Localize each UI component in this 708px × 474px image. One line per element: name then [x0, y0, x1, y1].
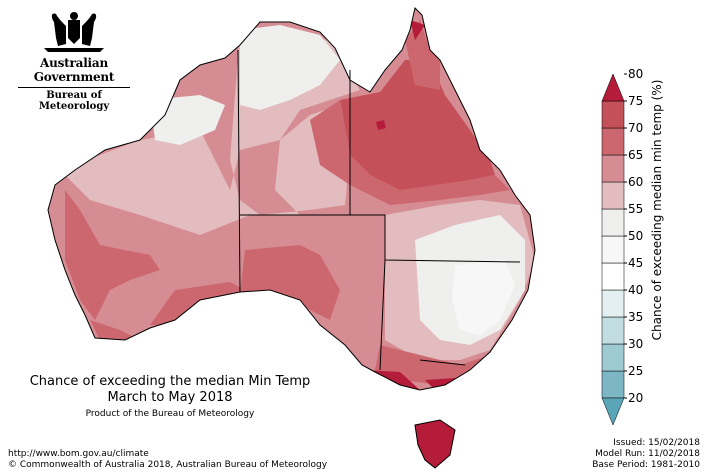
legend-tick-label: 50: [628, 229, 643, 243]
sa-border: [379, 259, 386, 371]
legend-tick-label: 70: [628, 121, 643, 135]
coastline: [47, 7, 536, 469]
map-period: March to May 2018: [107, 390, 233, 405]
legend-title: Chance of exceeding median min temp (%): [650, 79, 664, 341]
legend-tick-label: 75: [628, 94, 643, 108]
legend-tick-label: 30: [628, 337, 643, 351]
bureau-name: Bureau of Meteorology: [38, 90, 110, 112]
legend-bin-40-45: [601, 289, 625, 318]
legend-tick-label: 25: [628, 364, 643, 378]
footer-copyright: © Commonwealth of Australia 2018, Austra…: [8, 460, 328, 470]
legend-tick-label: 20: [628, 391, 643, 405]
logo-divider: [18, 87, 130, 88]
legend-bin-20-25: [601, 397, 625, 426]
zone-80-inland-qld: [376, 120, 386, 130]
zone-70-75-sw: [90, 320, 140, 340]
issued-date: Issued: 15/02/2018: [613, 438, 700, 448]
zone-70-75-wa: [65, 190, 160, 320]
zone-70-75-sa: [240, 245, 340, 320]
wa-border: [237, 49, 241, 293]
nsw-vic-border: [419, 359, 466, 366]
legend-tick-label: 65: [628, 148, 643, 162]
map-title: Chance of exceeding the median Min Temp: [29, 374, 311, 389]
legend-tick-label: 35: [628, 310, 643, 324]
legend-tick-label: 60: [628, 175, 643, 189]
legend-tick-label: 40: [628, 283, 643, 297]
legend-bin-70-75: [601, 127, 625, 156]
government-logo-block: Australian Government Bureau of Meteorol…: [10, 8, 138, 112]
legend-bin-35-40: [601, 316, 625, 345]
legend-colorbar: 80 75 70 65 60 55 50 45 40 35 30 25 20: [601, 67, 643, 426]
footer-left: http://www.bom.gov.au/climate © Commonwe…: [8, 449, 327, 471]
coat-of-arms-icon: [44, 12, 104, 52]
state-borders: [237, 49, 521, 371]
map-credit: Product of the Bureau of Meteorology: [85, 409, 255, 419]
legend-tick-label: 55: [628, 202, 643, 216]
zone-75-80-qld: [340, 60, 495, 190]
legend-tick-label: 80: [628, 67, 643, 81]
government-name: Australian Government: [33, 56, 115, 84]
zone-55-60-nt: [240, 25, 340, 110]
zone-70-75-capeyork: [405, 20, 440, 90]
footer-url: http://www.bom.gov.au/climate: [8, 449, 149, 459]
legend-bin-55-60: [601, 208, 625, 237]
qld-border: [350, 214, 521, 263]
legend-tick-label: 45: [628, 256, 643, 270]
legend-bin-60-65: [601, 181, 625, 210]
map-title-block: Chance of exceeding the median Min Temp …: [20, 374, 320, 419]
zone-70-75-qld: [310, 100, 510, 205]
legend-bin-45-50: [601, 262, 625, 291]
legend-bin-30-35: [601, 343, 625, 372]
zone-80-vic: [425, 378, 470, 395]
zone-80-capeyork: [410, 20, 425, 40]
zone-50-55-qld: [452, 260, 515, 335]
base-period: Base Period: 1981-2010: [592, 460, 700, 470]
zone-60-65-west: [60, 130, 250, 235]
legend-bin-65-70: [601, 154, 625, 183]
legend-bin-75-80: [601, 100, 625, 129]
legend-bin-25-30: [601, 370, 625, 399]
legend-bin->80: [601, 73, 625, 102]
legend-bin-50-55: [601, 235, 625, 264]
model-run-date: Model Run: 11/02/2018: [595, 449, 700, 459]
footer-right: Issued: 15/02/2018 Model Run: 11/02/2018…: [592, 438, 700, 471]
